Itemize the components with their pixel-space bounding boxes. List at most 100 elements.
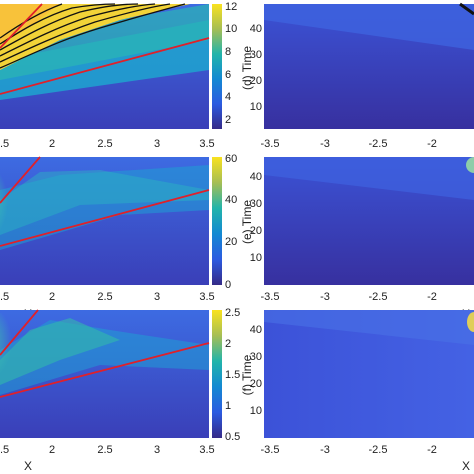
- colorbar-bottom-left: 2.5 2 1.5 1 0.5: [212, 307, 240, 443]
- x-tick-label: 3: [154, 444, 160, 456]
- panel-bottom-left: [0, 309, 210, 438]
- y-axis-label: (f) Time: [240, 354, 254, 395]
- panel-middle-left: [0, 156, 210, 285]
- colorbar: [212, 4, 222, 129]
- y-ticks-bottom-right: 40 30 20 10: [250, 324, 262, 417]
- colorbar: [212, 157, 222, 285]
- colorbar-tick-label: 2: [225, 114, 231, 126]
- colorbar-tick-label: 8: [225, 46, 231, 58]
- y-ticks-middle-right: 40 30 20 10: [250, 171, 262, 264]
- y-tick-label: 10: [250, 101, 262, 113]
- x-tick-label: 2: [49, 291, 55, 303]
- y-tick-label: 30: [250, 198, 262, 210]
- y-tick-label: 20: [250, 225, 262, 237]
- heatmap-cyan-streaks: [0, 165, 209, 250]
- panel-top-left: [0, 3, 210, 129]
- colorbar-top-left: 12 10 8 6 4 2: [212, 1, 237, 129]
- y-tick-label: 40: [250, 23, 262, 35]
- panel-top-right: [264, 2, 474, 129]
- heatmap-hotspot: [0, 170, 34, 250]
- x-tick-label: -2: [427, 138, 437, 150]
- heatmap-upper-band: [264, 4, 474, 50]
- colorbar-tick-label: 0.5: [225, 431, 240, 443]
- x-tick-label: .5: [0, 138, 9, 150]
- x-ticks-middle-right: -3.5 -3 -2.5 -2: [261, 291, 437, 303]
- x-ticks-top-left: .5 2 2.5 3 3.5: [0, 138, 215, 150]
- y-tick-label: 10: [250, 252, 262, 264]
- x-tick-label: 2.5: [97, 138, 112, 150]
- x-ticks-bottom-right: -3.5 -3 -2.5 -2: [261, 444, 437, 456]
- x-tick-label: -3.5: [261, 444, 280, 456]
- red-line-lower: [0, 37, 210, 95]
- x-ticks-top-right: -3.5 -3 -2.5 -2: [261, 138, 437, 150]
- y-axis-label: (e) Time: [240, 200, 254, 244]
- x-axis-label: X: [24, 459, 32, 473]
- x-tick-label: 3.5: [199, 444, 214, 456]
- x-tick-label: -2.5: [369, 444, 388, 456]
- y-axis-label: (d) Time: [240, 46, 254, 90]
- x-tick-label: -3: [320, 444, 330, 456]
- y-tick-label: 20: [250, 75, 262, 87]
- colorbar-tick-label: 20: [225, 236, 237, 248]
- colorbar-tick-label: 6: [225, 69, 231, 81]
- colorbar-tick-label: 1: [225, 400, 231, 412]
- y-ticks-top-right: 40 30 20 10: [250, 23, 262, 113]
- colorbar-tick-label: 60: [225, 153, 237, 165]
- y-tick-label: 40: [250, 171, 262, 183]
- y-tick-label: 30: [250, 49, 262, 61]
- panel-bottom-right: [264, 310, 474, 438]
- x-tick-label: .5: [0, 444, 9, 456]
- x-tick-label: 2.5: [97, 444, 112, 456]
- heatmap-edge-glow: [466, 157, 474, 173]
- heatmap-yellow-region: [0, 4, 190, 70]
- red-line-lower: [0, 189, 210, 247]
- heatmap-upper-band: [264, 310, 474, 345]
- colorbar-tick-label: 1.5: [225, 369, 240, 381]
- x-tick-label: -2: [427, 444, 437, 456]
- x-tick-label: -2.5: [369, 138, 388, 150]
- red-line-upper: [0, 156, 41, 204]
- red-line-upper: [0, 309, 39, 356]
- x-tick-label: 3: [154, 291, 160, 303]
- x-tick-label: -3.5: [261, 138, 280, 150]
- x-ticks-bottom-left: .5 2 2.5 3 3.5: [0, 444, 215, 456]
- heatmap-hotspot: [0, 310, 42, 390]
- y-tick-label: 40: [250, 324, 262, 336]
- x-tick-label: 3: [154, 138, 160, 150]
- red-line-lower: [0, 342, 210, 398]
- heatmap-edge-glow: [467, 312, 474, 332]
- x-tick-label: 2: [49, 138, 55, 150]
- x-tick-label: .5: [0, 291, 9, 303]
- colorbar-tick-label: 2.5: [225, 307, 240, 319]
- panel-middle-right: [264, 157, 474, 285]
- colorbar-tick-label: 10: [225, 23, 237, 35]
- contour-lines: [0, 3, 186, 69]
- heatmap-teal-band: [0, 4, 209, 80]
- heatmap-teal-streaks: [0, 170, 209, 235]
- red-line-upper: [0, 3, 43, 49]
- x-tick-label: -3: [320, 291, 330, 303]
- x-tick-label: 3.5: [199, 291, 214, 303]
- colorbar-tick-label: 12: [225, 1, 237, 13]
- colorbar: [212, 310, 222, 438]
- x-tick-label: -2: [427, 291, 437, 303]
- x-ticks-middle-left: .5 2 2.5 3 3.5: [0, 291, 215, 303]
- x-tick-label: 2: [49, 444, 55, 456]
- colorbar-tick-label: 40: [225, 194, 237, 206]
- y-tick-label: 30: [250, 351, 262, 363]
- colorbar-tick-label: 2: [225, 338, 231, 350]
- colorbar-tick-label: 4: [225, 91, 231, 103]
- x-tick-label: -3: [320, 138, 330, 150]
- colorbar-tick-label: 0: [225, 279, 231, 291]
- x-axis-label: X: [462, 459, 470, 473]
- heatmap-upper-band: [264, 157, 474, 200]
- y-tick-label: 10: [250, 405, 262, 417]
- y-tick-label: 20: [250, 378, 262, 390]
- x-tick-label: -2.5: [369, 291, 388, 303]
- contour-corner: [459, 2, 474, 16]
- x-tick-label: -3.5: [261, 291, 280, 303]
- colorbar-middle-left: 60 40 20 0: [212, 153, 237, 291]
- x-tick-label: 3.5: [199, 138, 214, 150]
- x-tick-label: 2.5: [97, 291, 112, 303]
